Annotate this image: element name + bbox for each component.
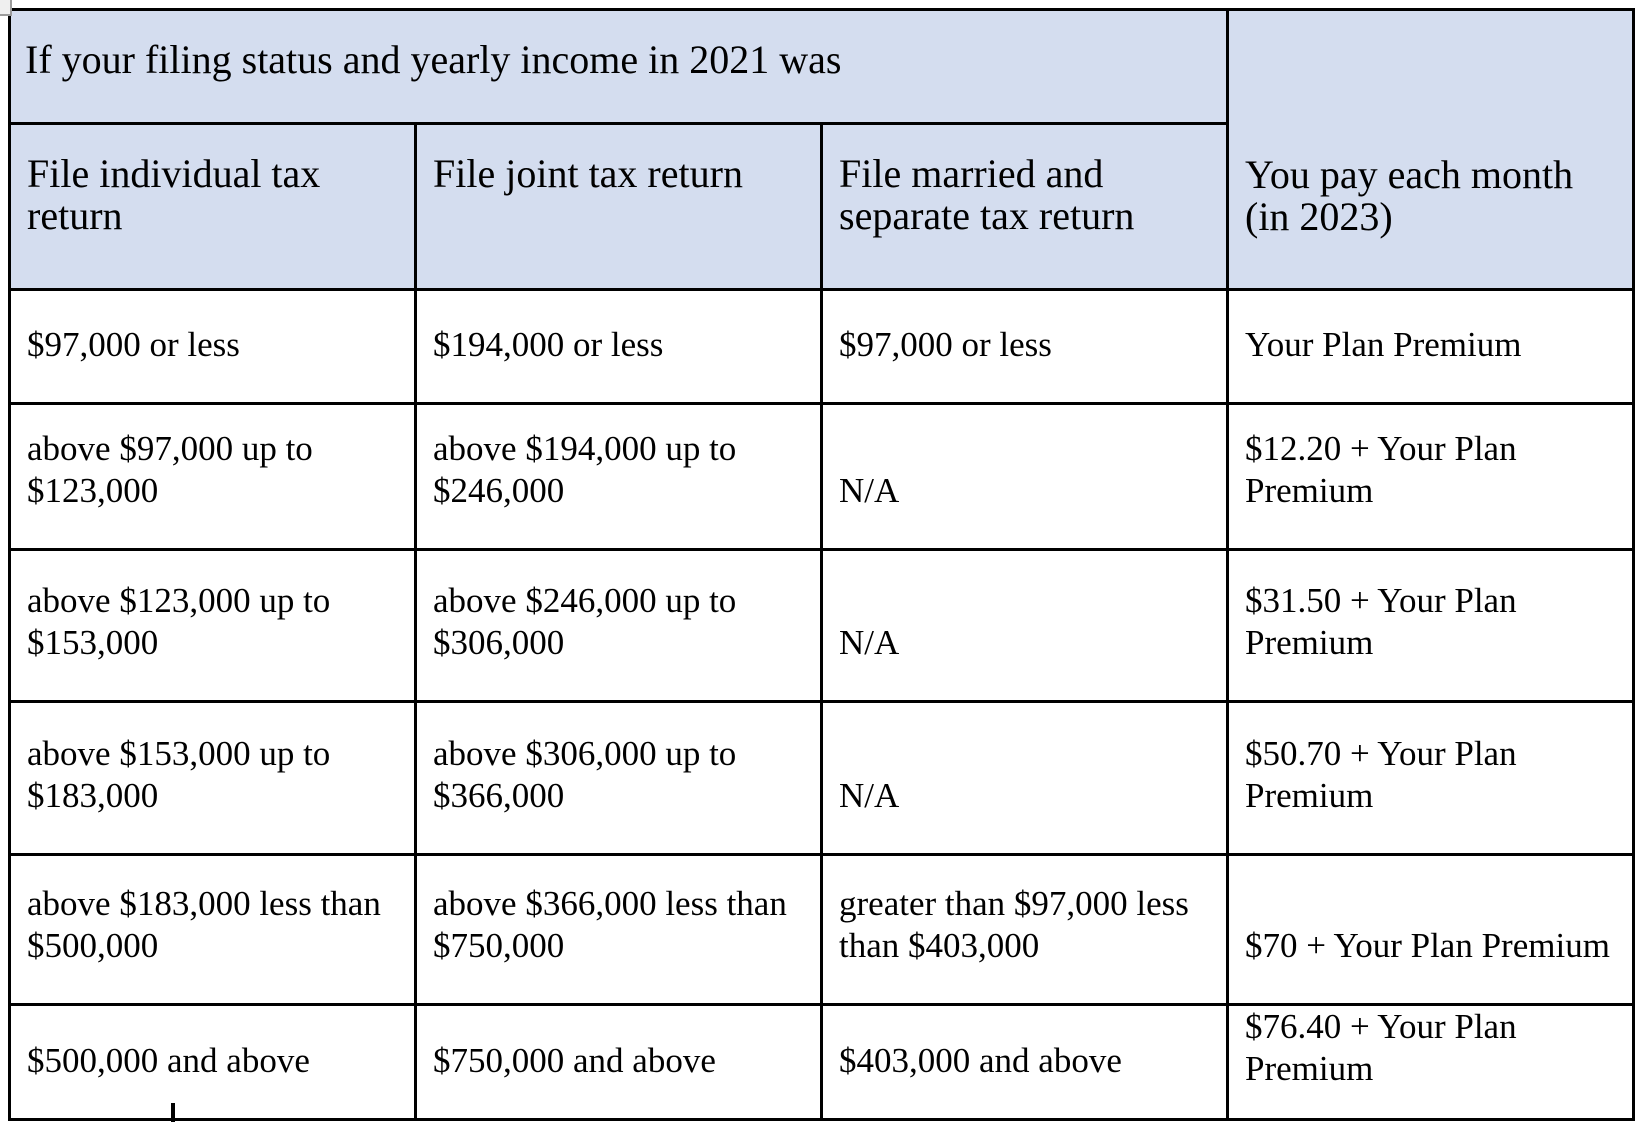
cell-married-separate: N/A xyxy=(820,402,1229,551)
cell-joint: $194,000 or less xyxy=(414,288,823,405)
cell-pay: $76.40 + Your Plan Premium xyxy=(1226,1003,1635,1121)
column-header-joint: File joint tax return xyxy=(414,122,823,291)
cell-married-separate: N/A xyxy=(820,548,1229,703)
header-row-title: If your filing status and yearly income … xyxy=(8,8,1635,291)
cell-pay: $12.20 + Your Plan Premium xyxy=(1226,402,1635,551)
cell-individual: above $123,000 up to $153,000 xyxy=(8,548,417,703)
table-row: $500,000 and above $750,000 and above $4… xyxy=(8,1003,1635,1121)
cell-joint: above $194,000 up to $246,000 xyxy=(414,402,823,551)
header-row-columns: File individual tax return File joint ta… xyxy=(8,122,1634,291)
table-row: above $97,000 up to $123,000 above $194,… xyxy=(8,402,1635,551)
column-header-individual: File individual tax return xyxy=(8,122,417,291)
cell-pay: Your Plan Premium xyxy=(1226,288,1635,405)
cell-married-separate: $97,000 or less xyxy=(820,288,1229,405)
text-cursor-artifact xyxy=(171,1103,175,1122)
cell-joint: $750,000 and above xyxy=(414,1003,823,1121)
cell-pay: $70 + Your Plan Premium xyxy=(1226,853,1635,1006)
income-premium-table: If your filing status and yearly income … xyxy=(8,8,1635,1121)
cell-individual: $97,000 or less xyxy=(8,288,417,405)
table-row: above $183,000 less than $500,000 above … xyxy=(8,853,1635,1006)
cell-individual: $500,000 and above xyxy=(8,1003,417,1121)
cell-individual: above $97,000 up to $123,000 xyxy=(8,402,417,551)
column-header-married-separate: File married and separate tax return xyxy=(820,122,1229,291)
table-row: above $123,000 up to $153,000 above $246… xyxy=(8,548,1635,703)
table-row: $97,000 or less $194,000 or less $97,000… xyxy=(8,288,1635,405)
cell-married-separate: $403,000 and above xyxy=(820,1003,1229,1121)
cell-individual: above $153,000 up to $183,000 xyxy=(8,700,417,856)
window-corner-artifact xyxy=(0,0,12,16)
cell-joint: above $306,000 up to $366,000 xyxy=(414,700,823,856)
cell-joint: above $246,000 up to $306,000 xyxy=(414,548,823,703)
cell-pay: $31.50 + Your Plan Premium xyxy=(1226,548,1635,703)
column-header-pay: You pay each month (in 2023) xyxy=(1226,8,1635,291)
table-row: above $153,000 up to $183,000 above $306… xyxy=(8,700,1635,856)
cell-married-separate: N/A xyxy=(820,700,1229,856)
cell-individual: above $183,000 less than $500,000 xyxy=(8,853,417,1006)
table-title: If your filing status and yearly income … xyxy=(8,8,1229,125)
cell-joint: above $366,000 less than $750,000 xyxy=(414,853,823,1006)
cell-married-separate: greater than $97,000 less than $403,000 xyxy=(820,853,1229,1006)
cell-pay: $50.70 + Your Plan Premium xyxy=(1226,700,1635,856)
